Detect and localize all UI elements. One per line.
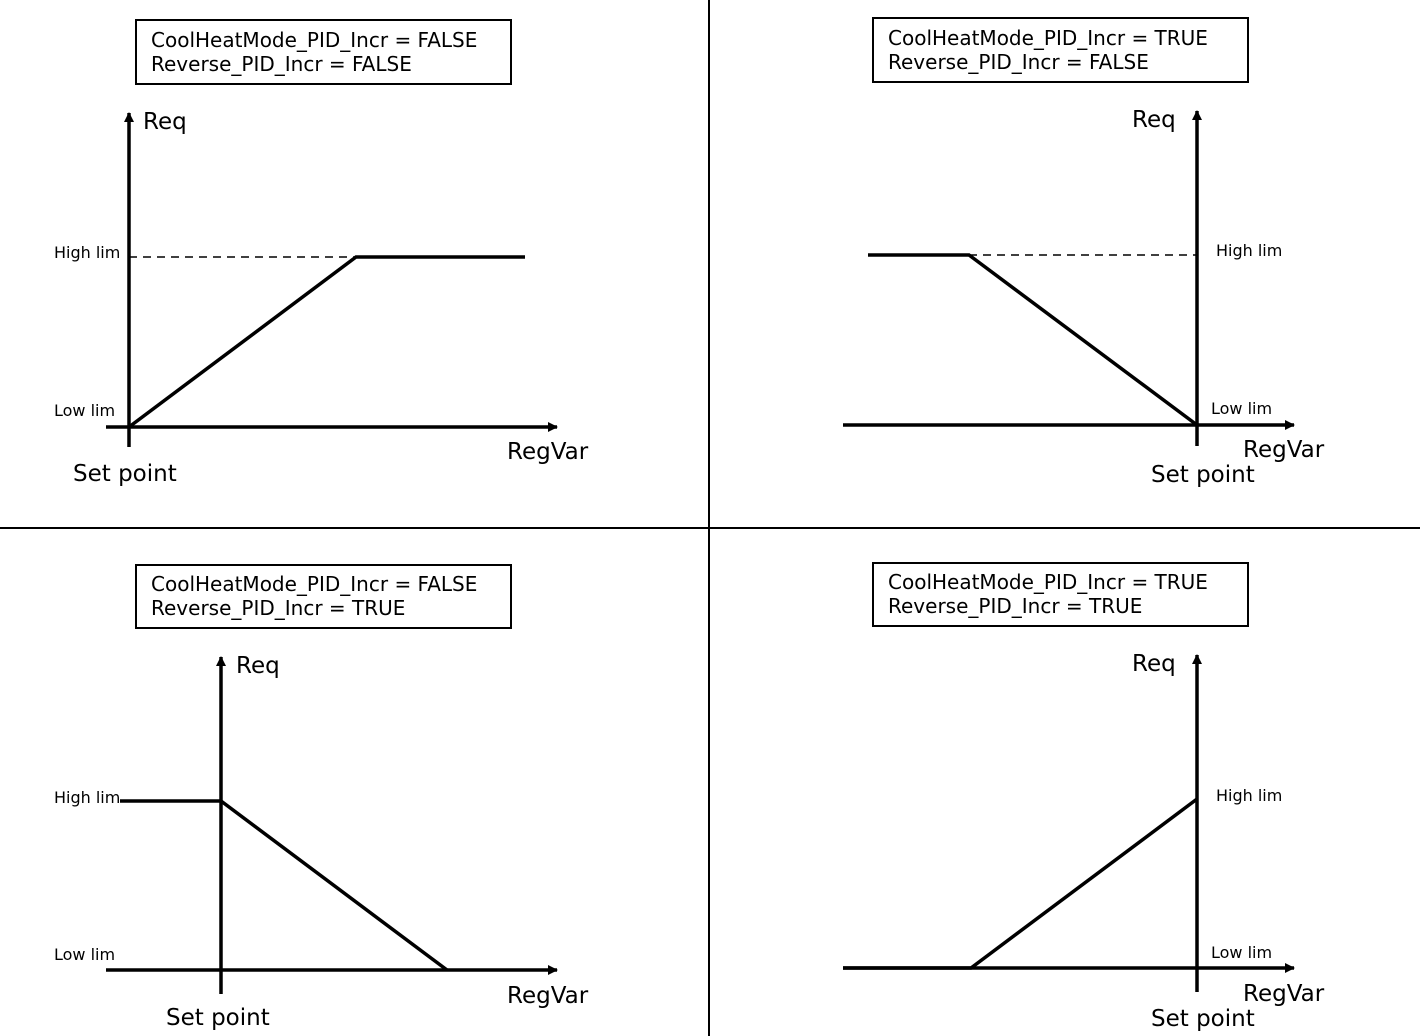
high-lim-label: High lim [54, 788, 120, 807]
condition-line-2: Reverse_PID_Incr = TRUE [151, 596, 405, 620]
set-point-label: Set point [1151, 462, 1255, 488]
req-label: Req [236, 653, 280, 679]
panel-top-left: CoolHeatMode_PID_Incr = FALSE Reverse_PI… [54, 19, 589, 487]
low-lim-label: Low lim [54, 401, 115, 420]
condition-box [872, 562, 1249, 627]
condition-line-2: Reverse_PID_Incr = FALSE [151, 52, 412, 76]
condition-line-1: CoolHeatMode_PID_Incr = TRUE [888, 26, 1208, 50]
req-curve [120, 799, 449, 972]
low-lim-label: Low lim [1211, 943, 1272, 962]
set-point-label: Set point [73, 461, 177, 487]
high-lim-label: High lim [54, 243, 120, 262]
condition-line-1: CoolHeatMode_PID_Incr = TRUE [888, 570, 1208, 594]
req-curve [843, 797, 1199, 970]
condition-box [135, 564, 512, 629]
high-lim-label: High lim [1216, 241, 1282, 260]
condition-box [872, 17, 1249, 83]
condition-line-2: Reverse_PID_Incr = FALSE [888, 50, 1149, 74]
condition-line-2: Reverse_PID_Incr = TRUE [888, 594, 1142, 618]
panel-bottom-left: CoolHeatMode_PID_Incr = FALSE Reverse_PI… [54, 564, 589, 1031]
regvar-label: RegVar [507, 983, 589, 1009]
req-label: Req [1132, 651, 1176, 677]
regvar-label: RegVar [1243, 981, 1325, 1007]
set-point-label: Set point [1151, 1006, 1255, 1032]
low-lim-label: Low lim [1211, 399, 1272, 418]
low-lim-label: Low lim [54, 945, 115, 964]
set-point-label: Set point [166, 1005, 270, 1031]
req-curve [868, 253, 1199, 427]
req-curve [127, 255, 525, 429]
condition-line-1: CoolHeatMode_PID_Incr = FALSE [151, 28, 477, 52]
regvar-label: RegVar [507, 439, 589, 465]
panel-bottom-right: CoolHeatMode_PID_Incr = TRUE Reverse_PID… [843, 562, 1325, 1032]
panel-top-right: CoolHeatMode_PID_Incr = TRUE Reverse_PID… [843, 17, 1325, 488]
condition-box [135, 19, 512, 85]
regvar-label: RegVar [1243, 437, 1325, 463]
condition-line-1: CoolHeatMode_PID_Incr = FALSE [151, 572, 477, 596]
high-lim-label: High lim [1216, 786, 1282, 805]
req-label: Req [143, 109, 187, 135]
req-label: Req [1132, 107, 1176, 133]
